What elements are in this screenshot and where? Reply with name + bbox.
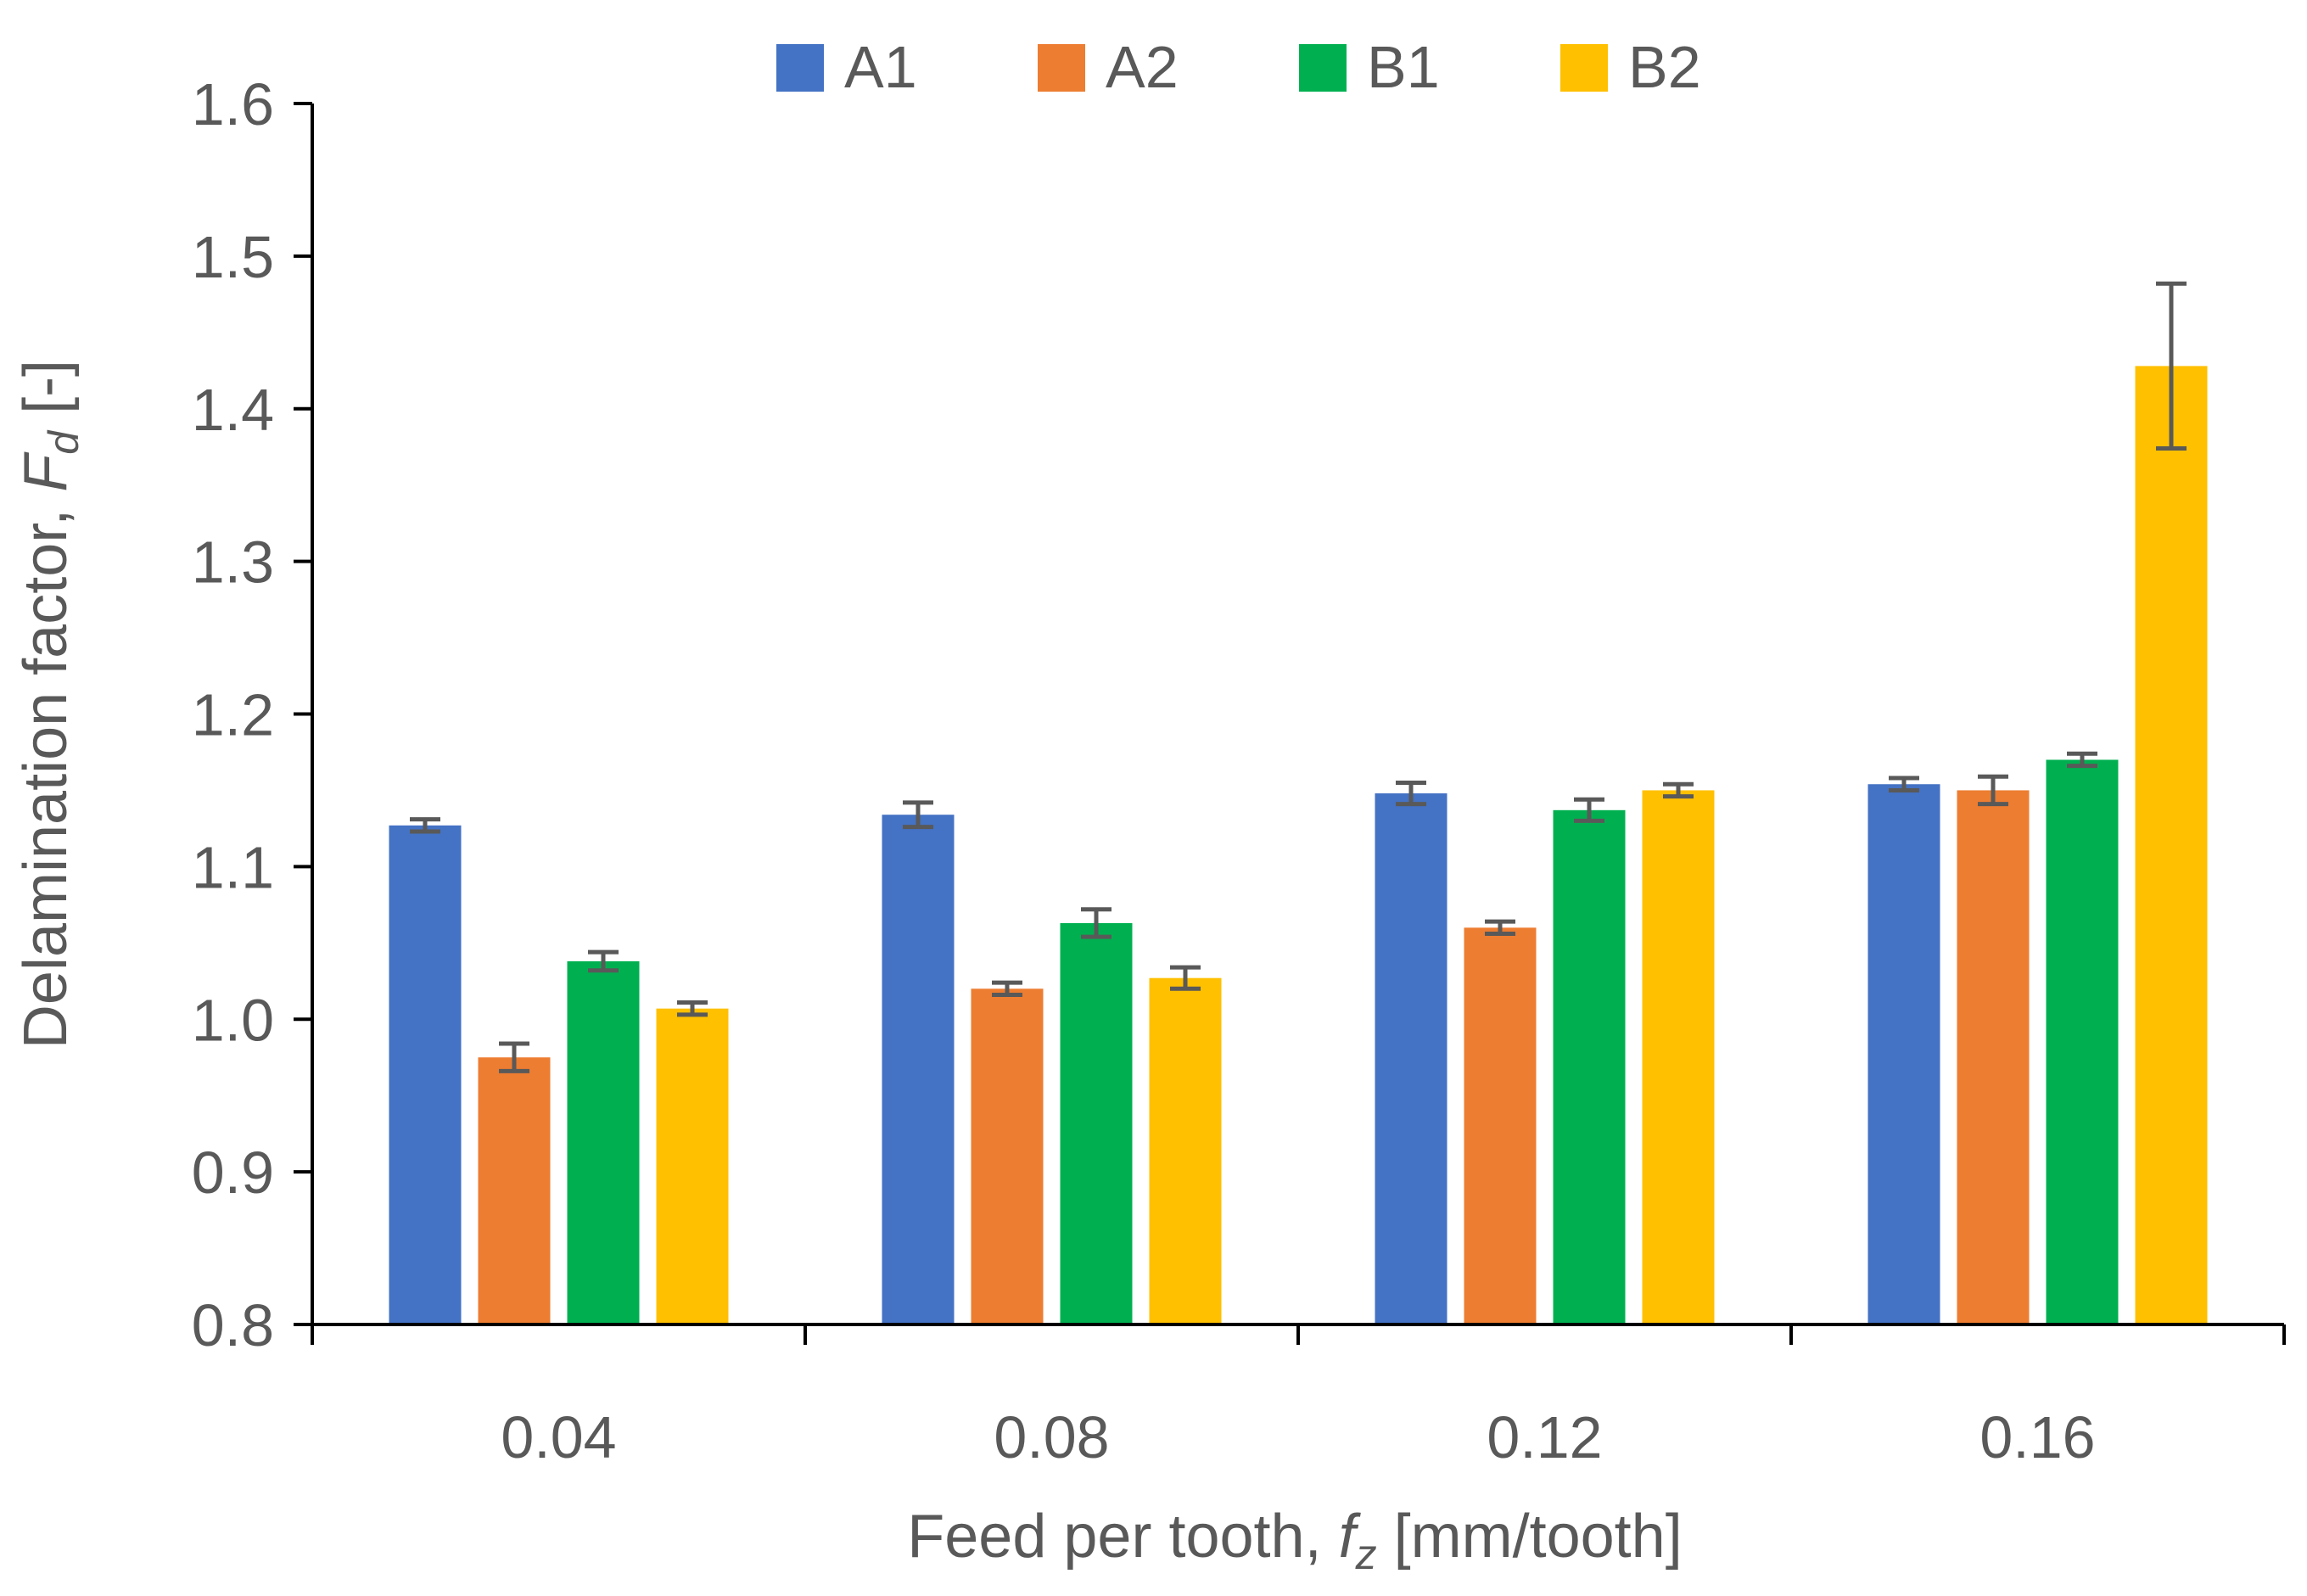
bar-a1-0.04 — [389, 825, 462, 1324]
bar-a2-0.04 — [478, 1057, 551, 1324]
legend-swatch-a1 — [776, 44, 824, 92]
legend-entry-a1: A1 — [776, 34, 917, 100]
error-bar-b2-0.12 — [1663, 781, 1694, 799]
error-bar-b2-0.16 — [2156, 281, 2187, 451]
legend-entry-a2: A2 — [1038, 34, 1179, 100]
bar-b1-0.08 — [1060, 922, 1133, 1324]
error-bar-a2-0.04 — [499, 1041, 529, 1073]
error-bar-b2-0.08 — [1170, 965, 1201, 991]
legend: A1 A2 B1 B2 — [776, 34, 1701, 100]
bar-a2-0.16 — [1957, 790, 2030, 1324]
legend-entry-b2: B2 — [1560, 34, 1701, 100]
error-bar-a2-0.08 — [992, 980, 1022, 997]
x-tick-label-0.04: 0.04 — [501, 1404, 616, 1470]
y-tick-label-0.9: 0.9 — [192, 1140, 274, 1206]
y-tick-label-1.3: 1.3 — [192, 529, 274, 596]
legend-label-a1: A1 — [844, 34, 917, 100]
error-bar-b1-0.16 — [2067, 751, 2097, 769]
error-bar-a2-0.12 — [1485, 919, 1515, 937]
error-bar-b1-0.12 — [1574, 797, 1604, 823]
y-tick-label-1.6: 1.6 — [192, 71, 274, 137]
bar-b2-0.12 — [1642, 790, 1715, 1324]
bar-b1-0.04 — [567, 960, 640, 1324]
error-bar-a2-0.16 — [1978, 774, 2008, 807]
x-tick-label-0.16: 0.16 — [1979, 1404, 2095, 1470]
legend-entry-b1: B1 — [1299, 34, 1440, 100]
x-axis-title-unit: [mm/tooth] — [1377, 1503, 1683, 1571]
labels-layer: 0.8 0.9 1.0 1.1 1.2 1.3 1.4 1.5 1.6 0.04 0.08 0.12 0… — [192, 71, 2096, 1470]
legend-label-b2: B2 — [1628, 34, 1701, 100]
axes-layer — [294, 102, 2286, 1345]
bar-b2-0.04 — [656, 1008, 729, 1324]
bars-layer — [389, 366, 2208, 1324]
y-tick-label-1.0: 1.0 — [192, 987, 274, 1053]
y-tick-label-1.1: 1.1 — [192, 834, 274, 900]
y-axis-title: Delamination factor, Fd [-] — [12, 360, 87, 1049]
error-bar-a1-0.04 — [410, 817, 440, 834]
error-bars-layer — [410, 281, 2187, 1073]
legend-label-b1: B1 — [1367, 34, 1440, 100]
y-tick-label-1.4: 1.4 — [192, 377, 274, 443]
y-axis-title-main: Delamination factor, — [12, 492, 80, 1049]
bar-b2-0.16 — [2135, 366, 2208, 1324]
legend-swatch-b1 — [1299, 44, 1347, 92]
error-bar-a1-0.16 — [1889, 776, 1919, 792]
bar-b1-0.16 — [2046, 759, 2119, 1324]
x-tick-label-0.12: 0.12 — [1487, 1404, 1602, 1470]
legend-swatch-b2 — [1560, 44, 1608, 92]
bar-b1-0.12 — [1553, 809, 1626, 1324]
error-bar-a1-0.08 — [903, 800, 933, 830]
y-axis-title-unit: [-] — [12, 360, 80, 431]
error-bar-b1-0.04 — [588, 949, 619, 973]
bar-a2-0.12 — [1464, 927, 1537, 1324]
error-bar-b1-0.08 — [1081, 907, 1112, 939]
y-tick-label-1.5: 1.5 — [192, 224, 274, 290]
y-tick-label-1.2: 1.2 — [192, 682, 274, 748]
y-axis-title-subscript: d — [40, 429, 87, 455]
bar-b2-0.08 — [1149, 977, 1222, 1324]
x-axis-title-subscript: z — [1355, 1531, 1377, 1578]
y-axis-title-symbol: F — [12, 451, 80, 492]
legend-label-a2: A2 — [1106, 34, 1179, 100]
x-axis-title: Feed per tooth, fz [mm/tooth] — [907, 1503, 1682, 1578]
bar-a2-0.08 — [971, 988, 1044, 1324]
bar-a1-0.16 — [1867, 784, 1940, 1324]
legend-swatch-a2 — [1038, 44, 1085, 92]
x-tick-label-0.08: 0.08 — [994, 1404, 1109, 1470]
y-tick-label-0.8: 0.8 — [192, 1292, 274, 1358]
bar-a1-0.08 — [882, 815, 955, 1324]
x-axis-title-main: Feed per tooth, — [907, 1503, 1338, 1571]
error-bar-b2-0.04 — [677, 1000, 708, 1017]
error-bar-a1-0.12 — [1396, 780, 1426, 807]
bar-a1-0.12 — [1375, 793, 1447, 1324]
